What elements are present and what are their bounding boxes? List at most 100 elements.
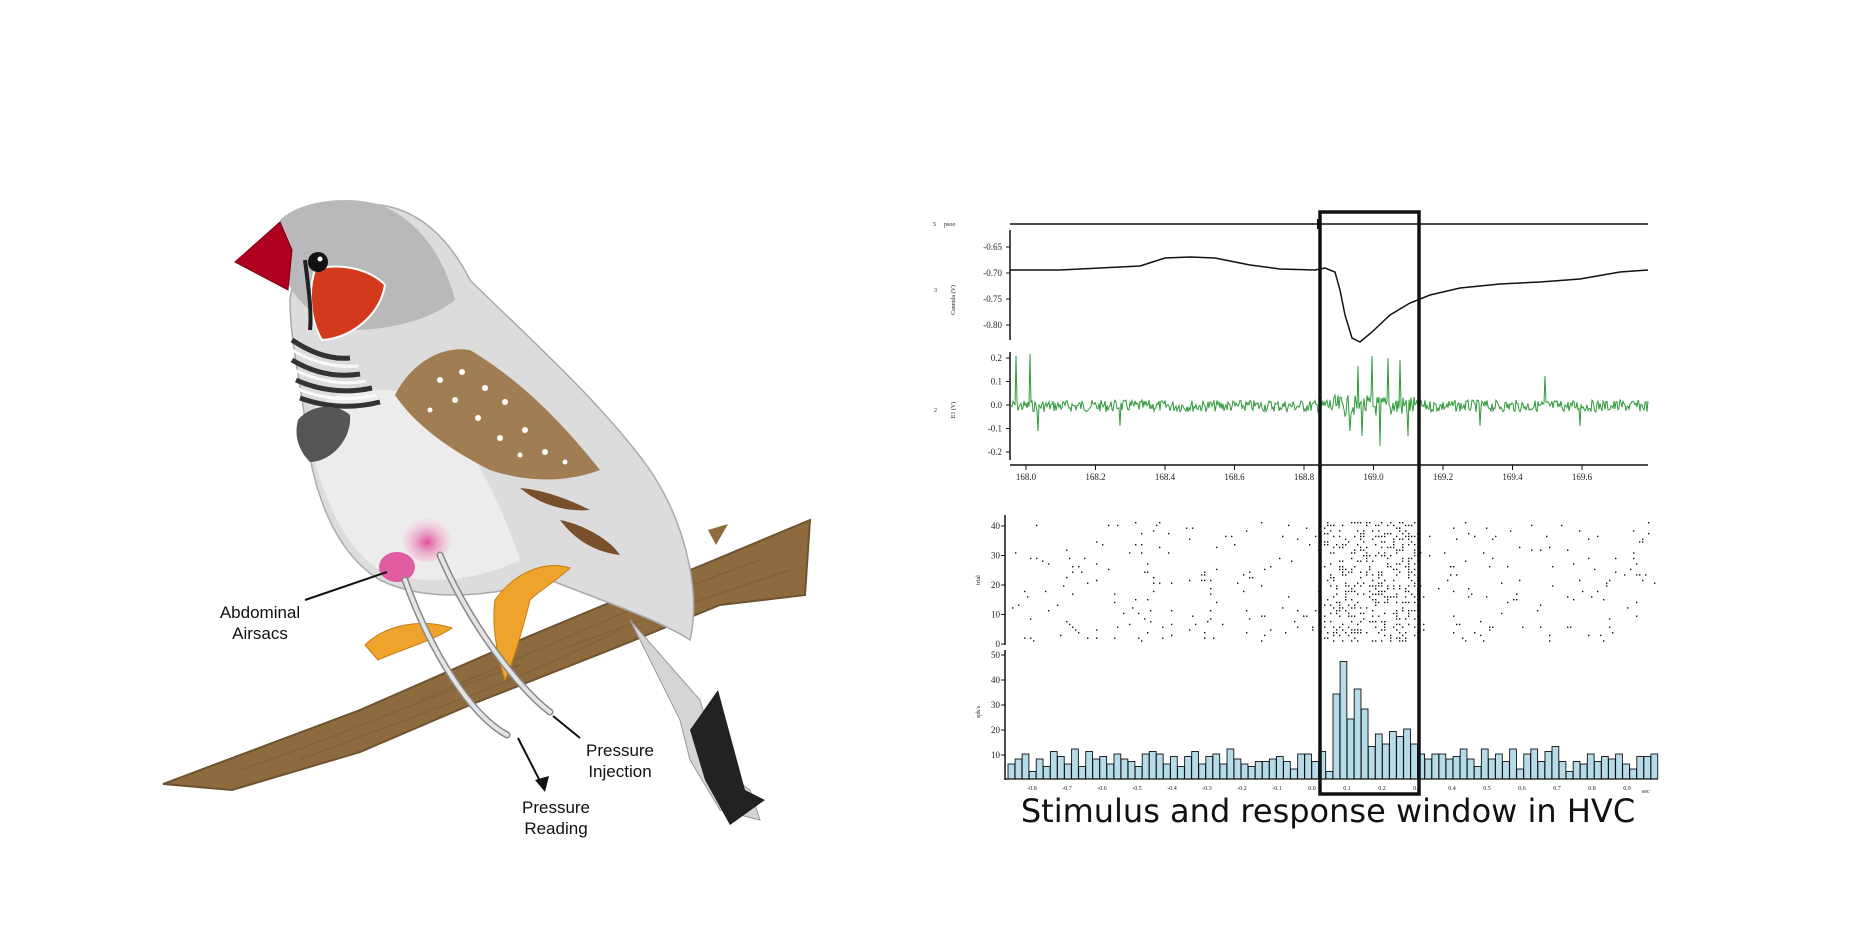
psth-bar [1353, 688, 1362, 780]
raster-spike [1531, 524, 1533, 527]
psth-bar [1537, 761, 1546, 780]
raster-spike [1339, 566, 1341, 568]
raster-spike [1357, 560, 1359, 562]
raster-spike [1222, 623, 1224, 626]
raster-spike [1015, 552, 1017, 554]
time-tick: 168.2 [1085, 472, 1105, 482]
raster-spike [1216, 568, 1218, 571]
raster-spike [1414, 555, 1416, 557]
psth-bar [1466, 758, 1475, 780]
raster-spike [1414, 601, 1416, 604]
psth-bar [1120, 758, 1129, 780]
raster-spike [1384, 541, 1386, 543]
psth-bar [1148, 751, 1157, 780]
raster-spike [1375, 555, 1377, 557]
raster-spike [1414, 626, 1416, 628]
raster-ytick: 40 [991, 521, 1001, 531]
psth-bar [1297, 753, 1305, 780]
hist-xtick: 0.5 [1483, 786, 1491, 792]
raster-spike [1390, 640, 1392, 642]
raster-spike [1363, 535, 1365, 538]
raster-spike [1354, 604, 1356, 606]
raster-spike [1384, 590, 1386, 593]
raster-spike [1366, 607, 1368, 609]
raster-spike [1042, 560, 1044, 562]
raster-spike [1369, 568, 1371, 571]
raster-spike [1351, 568, 1353, 571]
raster-spike [1357, 593, 1359, 595]
raster-spike [1096, 629, 1098, 631]
raster-spike [1486, 596, 1488, 598]
raster-spike [1579, 530, 1581, 532]
raster-spike [1072, 593, 1074, 595]
raster-spike [1570, 626, 1572, 628]
raster-spike [1399, 640, 1401, 642]
raster-spike [1342, 560, 1344, 562]
raster-spike [1351, 632, 1353, 634]
raster-spike [1330, 577, 1332, 579]
raster-spike [1141, 533, 1143, 535]
raster-spike [1561, 524, 1563, 527]
raster-spike [1345, 610, 1347, 612]
raster-spike [1117, 524, 1119, 527]
raster-spike [1327, 579, 1329, 582]
raster-spike [1360, 571, 1362, 573]
raster-spike [1489, 566, 1491, 568]
raster-spike [1375, 621, 1377, 623]
raster-spike [1360, 629, 1362, 631]
pressure-ylabel: Cannula (V) [950, 285, 957, 315]
raster-spike [1342, 568, 1344, 571]
raster-spike [1171, 634, 1173, 637]
pressure-trace [1010, 256, 1649, 343]
psth-bar [1212, 753, 1221, 780]
raster-spike [1192, 615, 1194, 617]
raster-spike [1465, 522, 1467, 524]
psth-bar [1403, 728, 1411, 780]
raster-spike [1411, 579, 1413, 582]
raster-spike [1405, 618, 1407, 620]
raster-spike [1303, 615, 1305, 617]
raster-spike [1096, 541, 1098, 543]
raster-spike [1603, 599, 1605, 601]
psth-bar [1509, 748, 1517, 780]
raster-spike [1108, 524, 1110, 527]
psth-bar [1184, 756, 1192, 780]
raster-spike [1333, 524, 1335, 527]
raster-spike [1549, 634, 1551, 637]
psth-bar [1424, 758, 1433, 780]
raster-spike [1261, 640, 1263, 642]
raster-spike [1507, 601, 1509, 604]
raster-spike [1135, 522, 1137, 524]
raster-spike [1612, 632, 1614, 634]
pressure-ytick: -0.70 [983, 268, 1002, 278]
raster-spike [1402, 549, 1404, 551]
psth-bar [1290, 768, 1298, 780]
raster-spike [1018, 604, 1020, 606]
raster-spike [1171, 623, 1173, 626]
raster-spike [1327, 541, 1329, 543]
raster-spike [1516, 593, 1518, 595]
hist-xtick: -0.6 [1097, 786, 1107, 792]
raster-spike [1081, 571, 1083, 573]
raster-spike [1609, 626, 1611, 628]
raster-spike [1489, 626, 1491, 628]
pressure-ytick: -0.75 [983, 294, 1002, 304]
raster-spike [1336, 588, 1338, 590]
raster-spike [1363, 541, 1365, 543]
psth-bar [1431, 753, 1440, 780]
psth-bar [1261, 761, 1270, 780]
psth-bar [1558, 761, 1567, 780]
raster-spike [1414, 634, 1416, 637]
raster-spike [1636, 615, 1638, 617]
raster-spike [1405, 530, 1407, 532]
raster-spike [1366, 632, 1368, 634]
psth-bar [1162, 763, 1171, 780]
raster-spike [1345, 585, 1347, 587]
raster-spike [1324, 604, 1326, 606]
raster-spike [1078, 632, 1080, 634]
time-tick: 169.0 [1363, 472, 1384, 482]
raster-spike [1378, 530, 1380, 532]
raster-spike [1354, 615, 1356, 617]
raster-spike [1351, 522, 1353, 524]
raster-spike [1549, 546, 1551, 549]
